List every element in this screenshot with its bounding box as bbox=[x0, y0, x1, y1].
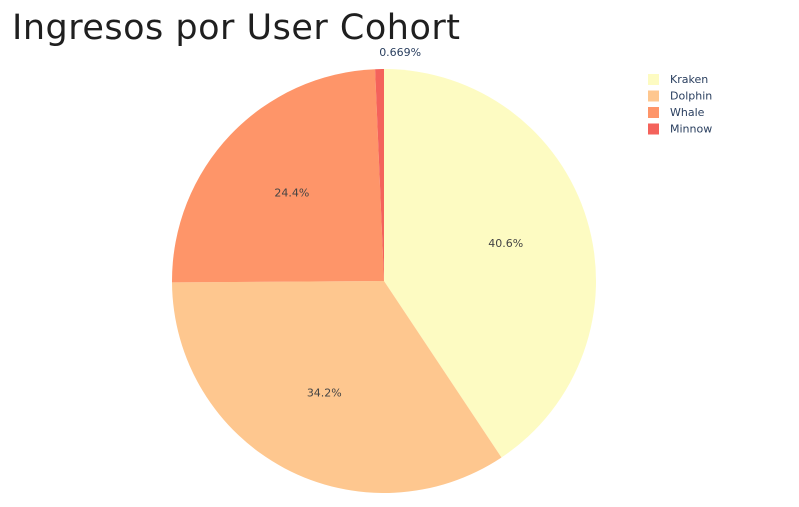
legend-label-whale[interactable]: Whale bbox=[670, 106, 705, 119]
slice-label-kraken: 40.6% bbox=[488, 237, 523, 250]
legend-label-kraken[interactable]: Kraken bbox=[670, 73, 708, 86]
legend-label-minnow[interactable]: Minnow bbox=[670, 123, 712, 136]
legend-label-dolphin[interactable]: Dolphin bbox=[670, 90, 712, 103]
pie-labels: 40.6% 34.2% 24.4% 0.669% bbox=[274, 46, 523, 399]
legend-swatch-dolphin[interactable] bbox=[648, 90, 659, 102]
chart-title: Ingresos por User Cohort bbox=[12, 8, 461, 48]
pie-slice-whale[interactable] bbox=[172, 69, 384, 283]
slice-label-minnow: 0.669% bbox=[379, 46, 421, 59]
legend-swatch-whale[interactable] bbox=[648, 107, 659, 118]
pie-slice-dolphin[interactable] bbox=[172, 281, 502, 493]
legend: Kraken Dolphin Whale Minnow bbox=[648, 73, 712, 136]
pie-slices bbox=[172, 69, 596, 493]
legend-swatch-kraken[interactable] bbox=[648, 74, 659, 85]
legend-swatch-minnow[interactable] bbox=[648, 123, 659, 135]
pie-slice-minnow[interactable] bbox=[375, 69, 384, 281]
pie-slice-kraken[interactable] bbox=[384, 69, 596, 458]
slice-label-dolphin: 34.2% bbox=[307, 386, 342, 399]
slice-label-whale: 24.4% bbox=[274, 186, 309, 199]
